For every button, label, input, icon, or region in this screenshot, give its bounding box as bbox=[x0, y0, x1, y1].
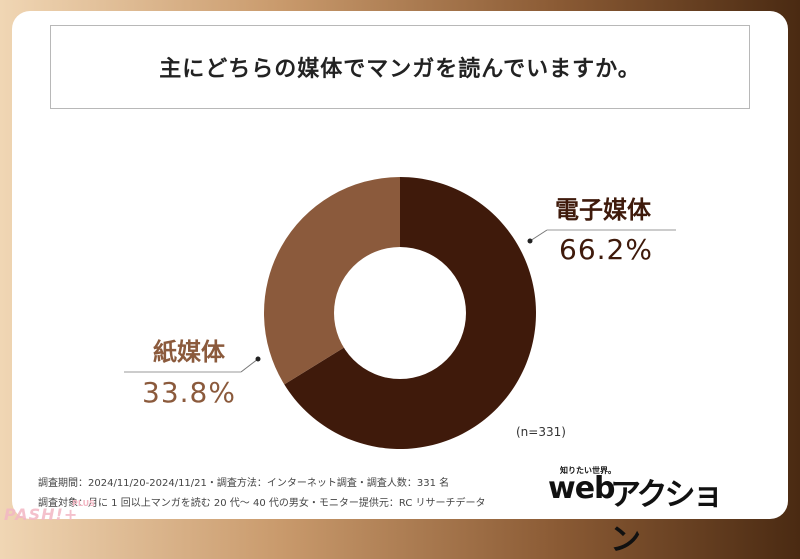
leader-line-electronic bbox=[529, 229, 548, 242]
web-action-logo: 知りたい世界。 web アクション bbox=[548, 465, 748, 558]
value-electronic: 66.2% bbox=[559, 233, 653, 266]
logo-action: アクション bbox=[610, 477, 723, 558]
question-box: 主にどちらの媒体でマンガを読んでいますか。 bbox=[50, 25, 750, 109]
leader-dot-electronic bbox=[527, 238, 533, 244]
value-paper: 33.8% bbox=[142, 376, 236, 409]
footnote-survey-target: 調査対象：月に 1 回以上マンガを読む 20 代〜 40 代の男女・モニター提供… bbox=[38, 498, 486, 509]
footnote-survey-period: 調査期間：2024/11/20-2024/11/21・調査方法：インターネット調… bbox=[38, 478, 450, 489]
sample-size: (n=331) bbox=[516, 425, 566, 439]
leader-line-paper bbox=[240, 358, 259, 373]
donut-chart: 電子媒体 66.2% 紙媒体 33.8% bbox=[124, 177, 676, 450]
question-title: 主にどちらの媒体でマンガを読んでいますか。 bbox=[159, 57, 641, 82]
pash-plus-watermark: PASH!+ bbox=[4, 505, 79, 524]
leader-dot-paper bbox=[255, 356, 261, 362]
label-electronic: 電子媒体 bbox=[555, 196, 652, 224]
logo-tagline: 知りたい世界。 bbox=[560, 466, 616, 475]
logo-web: web bbox=[548, 471, 616, 506]
donut-hole bbox=[334, 247, 466, 379]
label-paper: 紙媒体 bbox=[153, 338, 226, 366]
pash-plus-watermark-plus: PLUS bbox=[72, 499, 95, 508]
